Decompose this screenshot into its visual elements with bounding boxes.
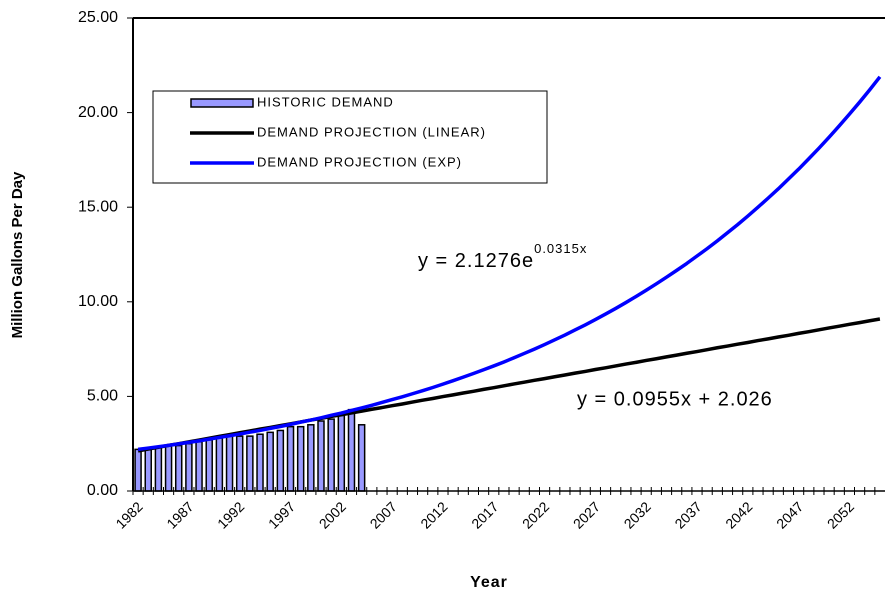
y-tick-label: 10.00 <box>78 293 118 310</box>
y-tick-label: 0.00 <box>87 482 118 499</box>
equation-exponent: 0.0315x <box>534 241 587 256</box>
bar <box>195 441 203 492</box>
bar <box>205 439 213 492</box>
bar <box>337 414 346 492</box>
legend-label: DEMAND PROJECTION (LINEAR) <box>257 124 486 139</box>
bar <box>246 435 254 492</box>
x-tick-label: 2012 <box>417 498 450 531</box>
line <box>137 75 882 452</box>
x-tick-label: 2042 <box>722 498 755 531</box>
x-tick-label: 2022 <box>519 498 552 531</box>
equation: y = 0.0955x + 2.026 <box>577 388 773 410</box>
y-tick-label: 20.00 <box>78 104 118 121</box>
y-tick-label: 15.00 <box>78 198 118 215</box>
bar <box>235 435 244 492</box>
equation: y = 2.1276e0.0315x <box>418 241 587 272</box>
bar <box>154 446 163 492</box>
x-tick-label: 1997 <box>265 498 298 531</box>
y-tick-label: 5.00 <box>87 388 118 405</box>
x-tick-label: 2047 <box>773 498 806 531</box>
bar <box>276 429 285 492</box>
bar <box>357 424 366 492</box>
bar <box>185 442 193 492</box>
bar <box>347 408 356 492</box>
equation-base: y = 2.1276e <box>418 250 534 272</box>
x-tick-label: 2002 <box>316 498 349 531</box>
x-tick-label: 2052 <box>824 498 857 531</box>
x-tick-label: 1982 <box>112 498 145 531</box>
x-tick-label: 2007 <box>367 498 400 531</box>
bar <box>317 420 325 492</box>
x-tick-label: 2017 <box>468 498 501 531</box>
y-tick-label: 25.00 <box>78 9 118 26</box>
legend-swatch <box>190 98 254 108</box>
bar <box>134 448 142 492</box>
x-tick-label: 2027 <box>570 498 603 531</box>
bar <box>225 435 234 492</box>
bar <box>144 448 152 492</box>
y-axis-title: Million Gallons Per Day <box>9 171 26 338</box>
bar <box>215 437 224 492</box>
x-tick-label: 2032 <box>621 498 654 531</box>
x-tick-label: 1987 <box>163 498 196 531</box>
bar <box>266 431 274 492</box>
legend-label: DEMAND PROJECTION (EXP) <box>257 154 462 169</box>
legend-label: HISTORIC DEMAND <box>257 94 394 109</box>
bar <box>174 444 183 492</box>
bar <box>307 424 315 492</box>
bar <box>327 418 335 492</box>
x-axis-title: Year <box>470 574 508 591</box>
x-tick-label: 1992 <box>214 498 247 531</box>
legend: HISTORIC DEMAND DEMAND PROJECTION (LINEAR… <box>152 90 548 184</box>
x-tick-label: 2037 <box>671 498 704 531</box>
bar <box>286 425 295 492</box>
bar <box>256 433 264 492</box>
bar <box>296 425 305 492</box>
bar <box>164 444 173 492</box>
